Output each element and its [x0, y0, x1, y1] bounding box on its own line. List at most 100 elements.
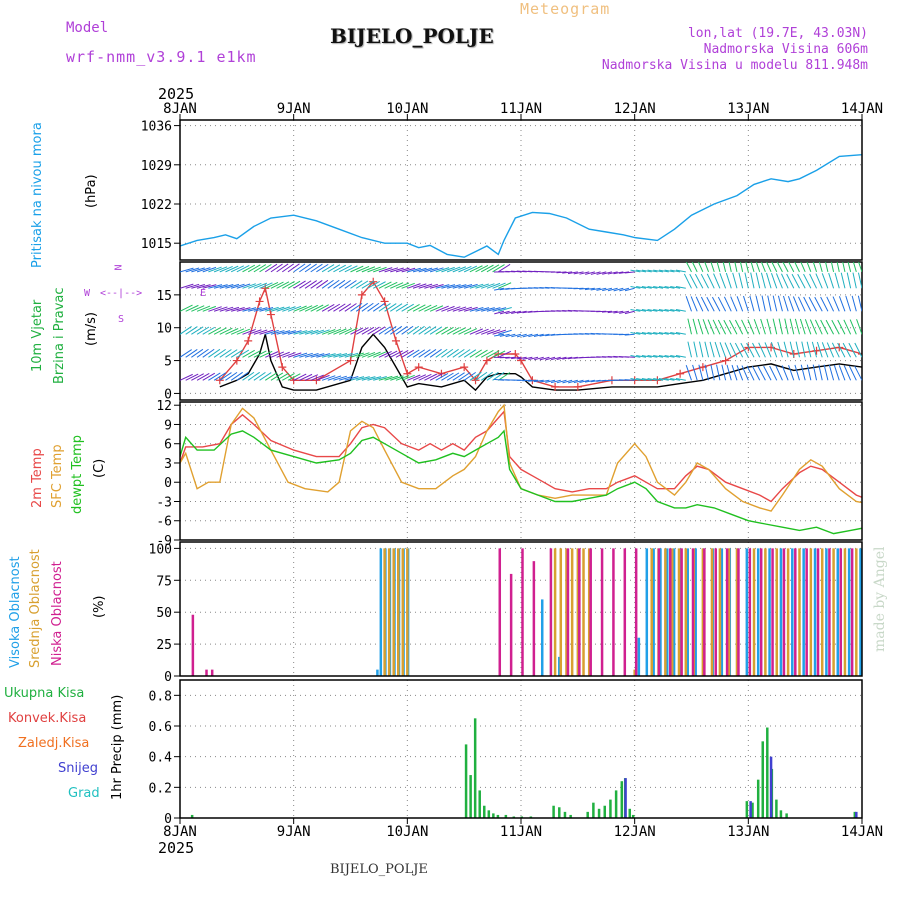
data-bar	[798, 548, 801, 676]
wind-arrow	[704, 341, 710, 358]
gust-marker	[380, 297, 389, 306]
wind-arrow	[265, 281, 279, 289]
gust-marker	[721, 356, 730, 365]
wind-arrow	[327, 279, 340, 289]
wind-arrow	[310, 280, 323, 289]
wind-arrow	[653, 332, 664, 335]
wind-arrow	[213, 327, 227, 335]
wind-arrow	[539, 356, 550, 361]
wind-arrow	[747, 319, 755, 335]
wind-arrow	[333, 328, 347, 335]
wind-arrow	[333, 279, 346, 289]
wind-arrow	[675, 286, 686, 289]
data-bar	[586, 811, 589, 818]
wind-arrow	[763, 365, 772, 381]
wind-arrow	[435, 305, 449, 312]
x-tick-label-bottom: 11JAN	[500, 824, 542, 840]
wind-arrow	[800, 364, 806, 381]
wind-arrow	[338, 303, 352, 312]
wind-arrow	[758, 342, 766, 358]
wind-arrow	[180, 304, 193, 312]
wind-arrow	[475, 283, 489, 289]
wind-arrow	[384, 281, 398, 289]
wind-arrow	[795, 341, 800, 358]
data-bar	[496, 814, 500, 818]
wind-arrow	[498, 282, 512, 289]
wind-arrow	[641, 269, 652, 273]
wind-arrow	[282, 330, 296, 335]
data-bar	[882, 548, 885, 676]
wind-arrow	[664, 286, 675, 289]
wind-arrow	[452, 266, 467, 273]
wind-arrow	[480, 371, 493, 381]
wind-arrow	[248, 282, 262, 289]
wind-arrow	[242, 307, 257, 312]
wind-arrow	[717, 319, 727, 335]
wind-arrow	[653, 286, 664, 289]
wind-arrow	[728, 262, 732, 272]
wind-arrow	[647, 378, 658, 381]
wind-arrow	[333, 375, 347, 381]
wind-arrow	[814, 296, 823, 312]
data-bar	[589, 548, 592, 676]
wind-arrow	[702, 319, 710, 335]
wind-arrow	[180, 373, 193, 381]
wind-arrow	[452, 348, 465, 358]
wind-arrow	[316, 353, 331, 358]
wind-arrow	[691, 262, 698, 273]
data-bar	[666, 548, 669, 676]
wind-arrow	[196, 372, 210, 381]
wind-arrow	[630, 309, 641, 312]
data-bar	[720, 548, 724, 676]
wind-arrow	[310, 304, 324, 312]
wind-arrow	[327, 303, 341, 312]
wind-arrow	[630, 332, 641, 335]
wind-arrow	[694, 273, 704, 289]
wind-arrow	[304, 374, 319, 381]
product-title: Meteogram	[520, 0, 611, 18]
data-bar	[587, 548, 591, 676]
wind-arrow	[310, 374, 324, 381]
wind-arrow	[395, 350, 409, 358]
wind-arrow	[321, 303, 335, 312]
data-bar	[600, 548, 604, 676]
data-bar	[464, 744, 468, 818]
gust-marker	[460, 363, 469, 372]
wind-arrow	[647, 332, 658, 335]
gust-marker	[266, 310, 275, 319]
wind-arrow	[344, 303, 357, 312]
data-bar	[492, 813, 495, 818]
data-bar	[859, 548, 862, 676]
wind-arrow	[180, 349, 192, 358]
wind-arrow	[843, 319, 852, 335]
wind-arrow	[424, 373, 438, 381]
wind-arrow	[820, 319, 829, 335]
wind-arrow	[321, 329, 336, 335]
wind-arrow	[831, 319, 840, 335]
wind-arrow	[497, 263, 511, 273]
y-tick-label: 0.4	[149, 751, 173, 766]
wind-arrow	[812, 262, 818, 273]
wind-arrow	[602, 287, 613, 292]
wind-arrow	[270, 306, 285, 312]
wind-arrow	[590, 379, 601, 383]
wind-direction-legend-s: S	[118, 314, 125, 325]
data-bar	[612, 548, 615, 676]
data-bar	[684, 548, 688, 676]
wind-arrow	[412, 349, 426, 358]
wind-arrow	[653, 378, 664, 381]
wind-arrow	[743, 295, 749, 312]
wind-arrow	[424, 283, 438, 289]
wind-arrow	[601, 310, 612, 313]
x-tick-label-top: 14JAN	[841, 101, 883, 117]
wind-arrow	[522, 310, 533, 314]
wind-arrow	[693, 341, 698, 358]
wind-arrow	[770, 342, 778, 358]
wind-arrow	[196, 267, 211, 273]
wind-arrow	[567, 271, 578, 275]
wind-arrow	[664, 378, 675, 381]
wind-arrow	[299, 329, 313, 335]
wind-arrow	[775, 273, 783, 289]
wind-arrow	[842, 342, 852, 358]
wind-arrow	[619, 287, 630, 292]
